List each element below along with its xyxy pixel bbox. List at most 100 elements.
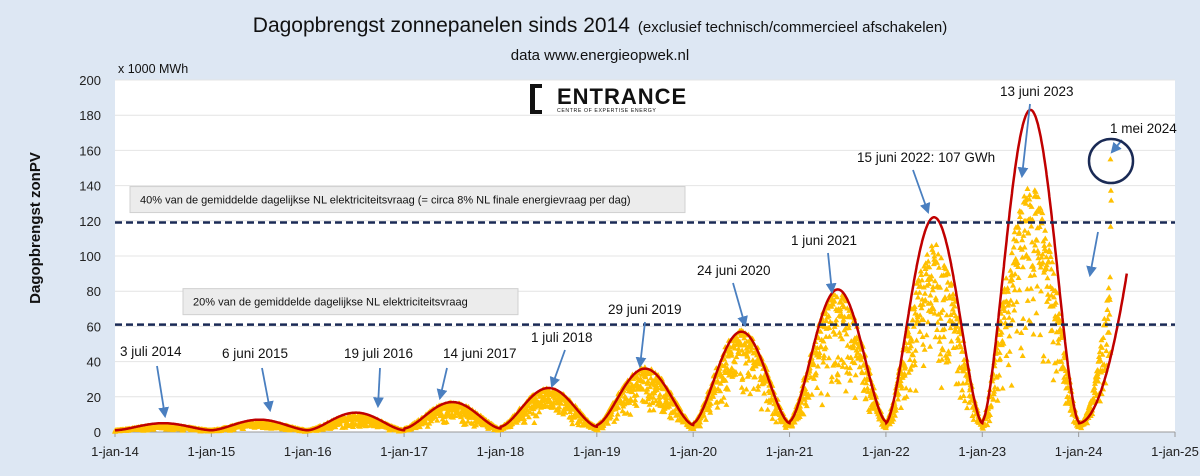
data-point [924, 251, 931, 257]
data-point [892, 412, 898, 418]
y-tick-label: 40 [87, 355, 101, 370]
data-point [1028, 285, 1034, 291]
data-point [723, 360, 730, 366]
data-point [828, 378, 835, 384]
data-point [846, 307, 853, 313]
data-point [912, 387, 919, 393]
data-point [907, 387, 914, 393]
data-point [342, 424, 349, 430]
data-point [1050, 339, 1057, 345]
data-point [1039, 259, 1046, 265]
data-point [1022, 200, 1029, 206]
data-point [732, 369, 739, 375]
data-point [960, 392, 967, 398]
data-point [951, 303, 958, 309]
entrance-logo: ENTRANCE CENTRE OF EXPERTISE ENERGY [530, 84, 687, 114]
data-point [432, 414, 439, 420]
data-point [969, 412, 976, 418]
data-point [814, 384, 821, 390]
data-point [932, 278, 938, 284]
data-point [742, 360, 749, 366]
x-tick-label: 1-jan-25 [1151, 444, 1199, 459]
data-point [926, 264, 933, 270]
data-point [936, 264, 942, 270]
data-point [721, 356, 728, 362]
data-point [605, 420, 611, 426]
data-point [920, 341, 927, 347]
logo-name: ENTRANCE [557, 84, 687, 109]
y-axis-units: x 1000 MWh [118, 62, 188, 76]
data-point [905, 369, 912, 375]
data-point [595, 427, 601, 433]
data-point [952, 326, 959, 332]
data-point [926, 280, 932, 287]
data-point [866, 408, 873, 414]
data-point [1045, 291, 1051, 297]
data-point [906, 356, 913, 362]
data-point [1099, 351, 1106, 357]
data-point [863, 380, 870, 386]
data-point [714, 378, 721, 384]
peak-label: 1 juni 2021 [791, 233, 857, 248]
data-point [931, 253, 938, 259]
data-point [644, 378, 651, 384]
data-point [1103, 341, 1110, 347]
data-point [647, 383, 653, 390]
data-point [852, 394, 859, 400]
data-point [750, 365, 757, 372]
chart-subtitle: data www.energieopwek.nl [511, 47, 689, 64]
data-point [845, 324, 852, 331]
data-point [1011, 229, 1018, 235]
data-point [921, 346, 928, 352]
data-point [1039, 209, 1046, 216]
data-point [672, 409, 679, 415]
data-point [755, 383, 762, 389]
data-point [919, 333, 926, 339]
data-point [928, 308, 935, 315]
data-point [1015, 274, 1022, 280]
data-point [1031, 272, 1038, 278]
data-point [919, 301, 926, 307]
data-point [523, 411, 530, 417]
data-point [1000, 340, 1007, 346]
data-point [949, 318, 956, 324]
data-point [739, 375, 746, 381]
data-point [614, 411, 621, 417]
data-point [728, 365, 735, 371]
data-point [838, 295, 845, 301]
data-point [1020, 232, 1027, 238]
data-point [1053, 368, 1060, 374]
peak-arrow [261, 367, 274, 413]
peak-arrow [732, 282, 748, 328]
peak-arrow [825, 252, 837, 295]
data-point [907, 365, 914, 371]
data-point [808, 391, 815, 397]
data-point [922, 290, 928, 296]
data-point [862, 395, 869, 401]
data-point [1030, 331, 1037, 337]
data-point [810, 360, 817, 366]
data-point [697, 419, 703, 425]
x-tick-label: 1-jan-15 [188, 444, 236, 459]
data-point [959, 348, 966, 354]
data-point [1034, 237, 1040, 243]
data-point [851, 359, 858, 366]
data-point [943, 312, 950, 318]
data-point [736, 350, 743, 356]
data-point [728, 351, 735, 357]
data-point [1092, 380, 1098, 386]
data-point [902, 363, 909, 369]
data-point [1047, 253, 1054, 259]
data-point [805, 394, 812, 400]
data-point [1016, 229, 1023, 235]
data-point [624, 410, 631, 416]
data-point [841, 304, 847, 310]
data-point [917, 283, 924, 289]
data-point [834, 294, 840, 300]
data-point [858, 357, 865, 363]
data-point [911, 357, 918, 363]
data-point [917, 268, 924, 274]
data-point [1037, 205, 1044, 211]
data-point [912, 347, 919, 353]
data-point [911, 303, 918, 309]
